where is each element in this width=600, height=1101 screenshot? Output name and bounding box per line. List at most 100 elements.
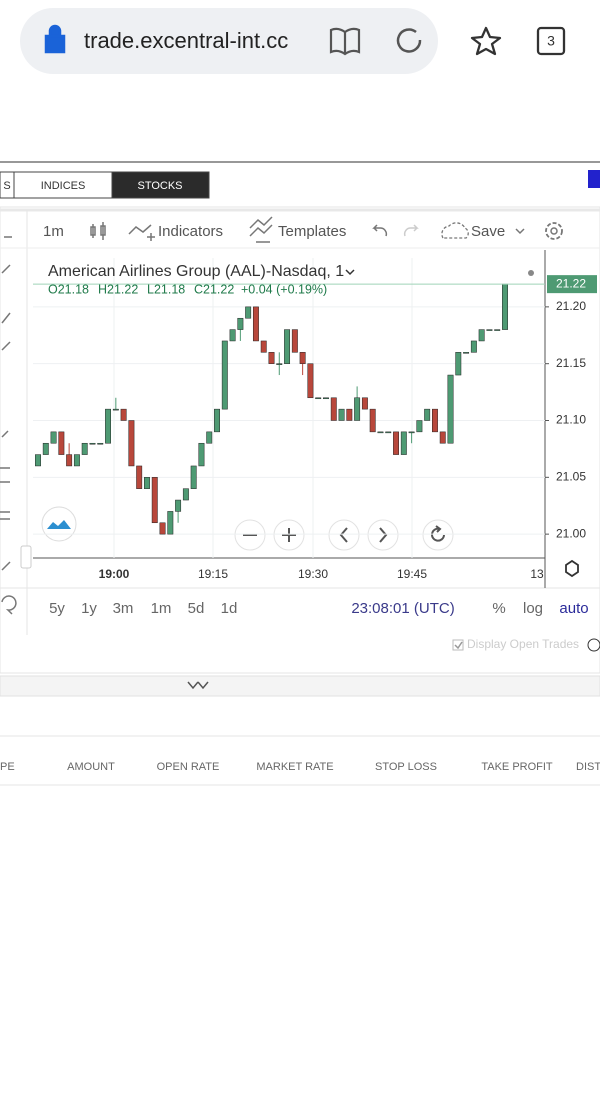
candle-body [229, 329, 236, 342]
interval[interactable]: 1m [43, 223, 64, 240]
candle-body [214, 408, 220, 433]
range-button[interactable]: 1y [81, 600, 97, 617]
axis-settings[interactable] [565, 559, 579, 578]
icon [339, 527, 348, 543]
reload-icon[interactable] [396, 28, 422, 53]
range-button[interactable]: 3m [113, 600, 134, 617]
save[interactable]: Save [471, 223, 505, 240]
candle-body [400, 431, 407, 455]
x-tick-label: 19:00 [99, 567, 130, 581]
candle-body [89, 442, 96, 445]
range-button[interactable]: 1d [221, 600, 238, 617]
candle-body [377, 431, 384, 434]
candle-body [478, 329, 485, 342]
candle-body [291, 329, 298, 353]
table-header: MARKET RATE [256, 761, 333, 773]
tab-label[interactable]: S [3, 180, 10, 192]
x-tick-label: 19:45 [397, 567, 427, 581]
drawing-tools[interactable] [0, 236, 17, 615]
candle-body [354, 397, 361, 421]
candle-body [323, 397, 329, 400]
candle-body [260, 340, 267, 353]
url: trade.excentral-int.cc [84, 28, 288, 53]
ohlc-value: O21.18 [48, 282, 89, 296]
redo-icon[interactable] [403, 224, 419, 237]
range-button[interactable]: 5y [49, 600, 65, 617]
candle-body [144, 477, 150, 489]
templates-icon[interactable] [249, 216, 273, 243]
candle-body [455, 352, 462, 376]
info-icon[interactable] [587, 638, 600, 652]
indicators[interactable]: Indicators [158, 223, 223, 240]
tab-active[interactable] [111, 171, 210, 199]
checkbox[interactable] [452, 639, 464, 651]
ohlc-value: L21.18 [147, 282, 185, 296]
table-header: PE [0, 761, 15, 773]
candle-body [463, 352, 470, 354]
candle-body [470, 340, 477, 353]
range-button[interactable]: 1m [151, 600, 172, 617]
candle-body [237, 317, 244, 330]
range-button[interactable]: 5d [188, 600, 205, 617]
tab[interactable] [13, 171, 113, 199]
address-bar[interactable] [20, 8, 438, 74]
candle-body [221, 340, 228, 410]
nav-buttons [234, 519, 454, 551]
display-open-trades: Display Open Trades [467, 637, 579, 651]
candle-icon[interactable] [90, 222, 106, 240]
x-tick-label: 19:30 [298, 567, 328, 581]
candle-body [252, 306, 259, 342]
scale-option[interactable]: auto [559, 600, 588, 617]
candle-body [35, 454, 41, 467]
templates[interactable]: Templates [278, 223, 346, 240]
reset[interactable] [422, 519, 454, 551]
indicators-icon[interactable] [128, 224, 155, 241]
candle-body [330, 397, 337, 421]
check [454, 641, 463, 650]
lock-icon [44, 24, 66, 54]
candle-body [268, 352, 275, 364]
title-chevron[interactable] [345, 269, 355, 276]
candle-body [128, 420, 135, 467]
reader-icon[interactable] [329, 27, 361, 56]
scroll-left[interactable] [328, 519, 360, 551]
settings-icon[interactable] [545, 222, 563, 240]
chart-title: American Airlines Group (AAL)-Nasdaq, 1 [48, 263, 344, 280]
candle-body [105, 408, 111, 444]
icon [282, 528, 296, 542]
scale-option[interactable]: log [523, 600, 543, 617]
scroll-right[interactable] [367, 519, 399, 551]
candle-body [346, 408, 353, 421]
table-header: TAKE PROFIT [481, 761, 553, 773]
resize-bar[interactable] [0, 675, 600, 697]
scale-option[interactable]: % [492, 600, 505, 617]
x-tick-label: 19:15 [198, 567, 228, 581]
star-icon[interactable] [470, 26, 502, 56]
candle-body [81, 442, 88, 455]
y-tick-label: 21.20 [556, 299, 586, 313]
candle-body [439, 431, 446, 444]
candle-body [190, 465, 197, 489]
chevron[interactable] [515, 228, 525, 235]
badge [588, 170, 600, 188]
status-dot [528, 270, 534, 276]
collapse-handle[interactable] [20, 545, 32, 569]
candle-body [167, 511, 174, 535]
logo-button[interactable] [41, 506, 77, 542]
tab-label[interactable]: INDICES [41, 180, 86, 192]
candle-body [393, 431, 399, 455]
cloud-icon[interactable] [441, 222, 469, 239]
candle-body [73, 454, 80, 467]
tab-label[interactable]: STOCKS [137, 180, 182, 192]
undo-icon[interactable] [372, 224, 388, 237]
candle-body [447, 374, 454, 444]
clock: 23:08:01 (UTC) [351, 600, 454, 617]
candle-body [50, 431, 57, 444]
table-header: OPEN RATE [157, 761, 220, 773]
ohlc-value: +0.04 (+0.19%) [241, 282, 327, 296]
tabs-button[interactable] [536, 26, 566, 56]
candle-body [136, 465, 143, 489]
icon [431, 525, 445, 542]
candle-body [494, 329, 501, 331]
